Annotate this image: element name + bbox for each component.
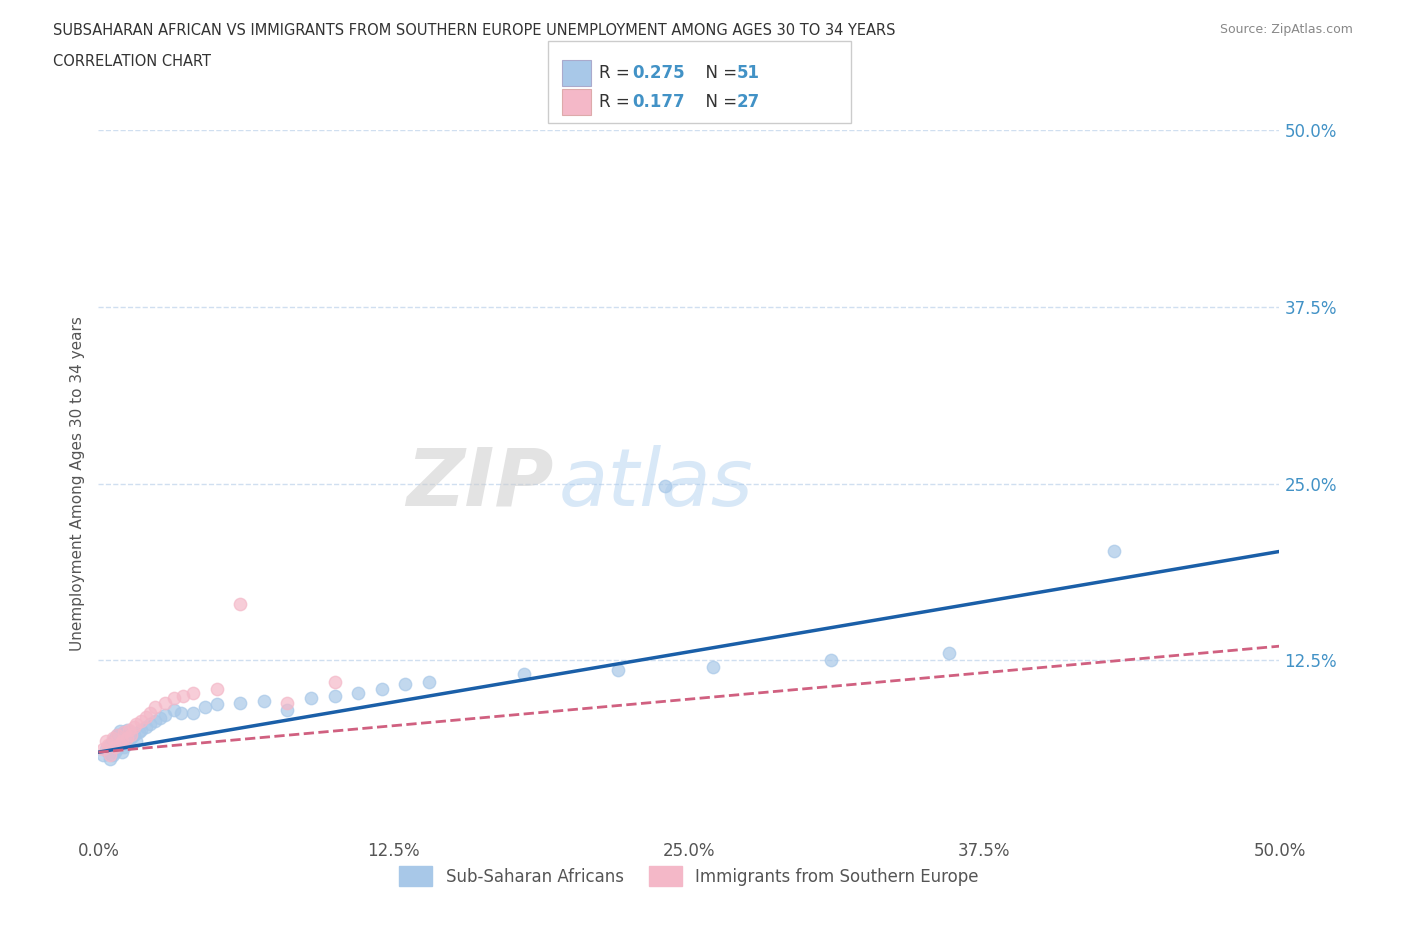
Point	[181, 705, 204, 720]
Point	[101, 731, 124, 746]
Point	[172, 688, 194, 703]
Text: atlas: atlas	[560, 445, 754, 523]
Point	[143, 699, 166, 714]
Point	[394, 677, 416, 692]
Point	[91, 742, 114, 757]
Point	[276, 696, 298, 711]
Point	[129, 713, 152, 728]
Point	[299, 691, 322, 706]
Text: CORRELATION CHART: CORRELATION CHART	[53, 54, 211, 69]
Point	[104, 731, 127, 746]
Point	[163, 702, 186, 717]
Point	[122, 719, 145, 734]
Point	[1102, 544, 1125, 559]
Point	[139, 716, 162, 731]
Point	[115, 731, 138, 746]
Point	[820, 653, 842, 668]
Text: N =: N =	[695, 63, 742, 82]
Point	[121, 728, 143, 743]
Point	[276, 702, 298, 717]
Point	[253, 694, 276, 709]
Point	[98, 751, 121, 766]
Point	[139, 705, 162, 720]
Point	[229, 696, 252, 711]
Text: 51: 51	[737, 63, 759, 82]
Point	[229, 596, 252, 611]
Point	[135, 710, 157, 724]
Point	[105, 728, 128, 743]
Point	[105, 728, 128, 743]
Point	[129, 722, 152, 737]
Text: R =: R =	[599, 63, 636, 82]
Point	[108, 724, 131, 738]
Point	[181, 685, 204, 700]
Point	[153, 708, 176, 723]
Point	[98, 748, 121, 763]
Point	[118, 734, 141, 749]
Point	[118, 722, 141, 737]
Text: Source: ZipAtlas.com: Source: ZipAtlas.com	[1219, 23, 1353, 36]
Point	[112, 725, 135, 740]
Point	[111, 731, 134, 746]
Text: ZIP: ZIP	[406, 445, 553, 523]
Legend: Sub-Saharan Africans, Immigrants from Southern Europe: Sub-Saharan Africans, Immigrants from So…	[392, 859, 986, 892]
Point	[153, 696, 176, 711]
Point	[105, 742, 128, 757]
Point	[149, 711, 172, 725]
Point	[111, 745, 134, 760]
Point	[91, 748, 114, 763]
Point	[108, 737, 131, 751]
Point	[654, 479, 676, 494]
Point	[101, 748, 124, 763]
Point	[418, 674, 440, 689]
Text: R =: R =	[599, 93, 636, 112]
Text: 0.177: 0.177	[633, 93, 685, 112]
Point	[205, 697, 228, 711]
Text: N =: N =	[695, 93, 742, 112]
Point	[938, 645, 960, 660]
Point	[122, 728, 145, 743]
Point	[371, 681, 394, 696]
Point	[125, 734, 148, 749]
Point	[104, 739, 127, 754]
Point	[128, 725, 150, 740]
Point	[512, 667, 534, 682]
Point	[121, 731, 143, 746]
Point	[94, 734, 117, 749]
Text: SUBSAHARAN AFRICAN VS IMMIGRANTS FROM SOUTHERN EUROPE UNEMPLOYMENT AMONG AGES 30: SUBSAHARAN AFRICAN VS IMMIGRANTS FROM SO…	[53, 23, 896, 38]
Point	[170, 705, 193, 720]
Point	[94, 742, 117, 757]
Y-axis label: Unemployment Among Ages 30 to 34 years: Unemployment Among Ages 30 to 34 years	[69, 316, 84, 651]
Point	[108, 737, 131, 752]
Point	[112, 739, 135, 754]
Point	[607, 663, 630, 678]
Text: 27: 27	[737, 93, 761, 112]
Text: 0.275: 0.275	[633, 63, 685, 82]
Point	[194, 699, 217, 714]
Point	[347, 685, 370, 700]
Point	[112, 725, 135, 740]
Point	[115, 737, 138, 751]
Point	[323, 688, 346, 703]
Point	[115, 722, 138, 737]
Point	[205, 681, 228, 696]
Point	[97, 737, 120, 752]
Point	[97, 745, 120, 760]
Point	[104, 745, 127, 760]
Point	[163, 691, 186, 706]
Point	[702, 660, 724, 675]
Point	[125, 716, 148, 731]
Point	[111, 734, 134, 749]
Point	[323, 674, 346, 689]
Point	[101, 734, 124, 749]
Point	[98, 737, 121, 752]
Point	[135, 719, 157, 734]
Point	[143, 713, 166, 728]
